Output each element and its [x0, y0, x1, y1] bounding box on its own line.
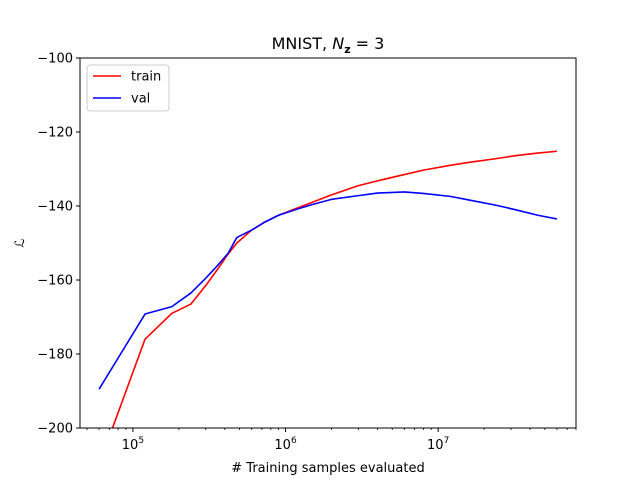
- y-tick-label: −100: [37, 52, 73, 67]
- chart-title-suffix: = 3: [351, 34, 385, 53]
- chart-title: MNIST, Nz = 3: [272, 34, 385, 56]
- x-tick-label: 106: [274, 436, 297, 453]
- chart-title-prefix: MNIST,: [272, 34, 333, 53]
- chart-title-var: N: [332, 34, 344, 53]
- series-line-val: [98, 191, 558, 390]
- plot-frame: [79, 57, 577, 429]
- x-tick-label: 107: [427, 436, 449, 453]
- x-axis-label: # Training samples evaluated: [231, 461, 424, 476]
- chart-title-sub: z: [344, 43, 350, 56]
- y-tick-label: −180: [37, 348, 73, 363]
- x-tick-label: 105: [122, 436, 144, 453]
- y-tick-label: −120: [37, 126, 73, 141]
- y-tick-label: −140: [37, 200, 73, 215]
- y-axis-label: ℒ: [13, 238, 28, 247]
- legend-label-train: train: [131, 70, 161, 85]
- series-layer: [98, 150, 558, 428]
- legend: train val: [86, 64, 170, 112]
- series-line-train: [111, 150, 558, 428]
- y-axis-ticks: −200 −180 −160 −140 −120 −100: [37, 52, 80, 437]
- y-tick-label: −160: [37, 274, 73, 289]
- y-tick-label: −200: [37, 422, 73, 437]
- legend-label-val: val: [131, 92, 150, 107]
- x-axis-ticks: 105 106 107: [86, 428, 577, 453]
